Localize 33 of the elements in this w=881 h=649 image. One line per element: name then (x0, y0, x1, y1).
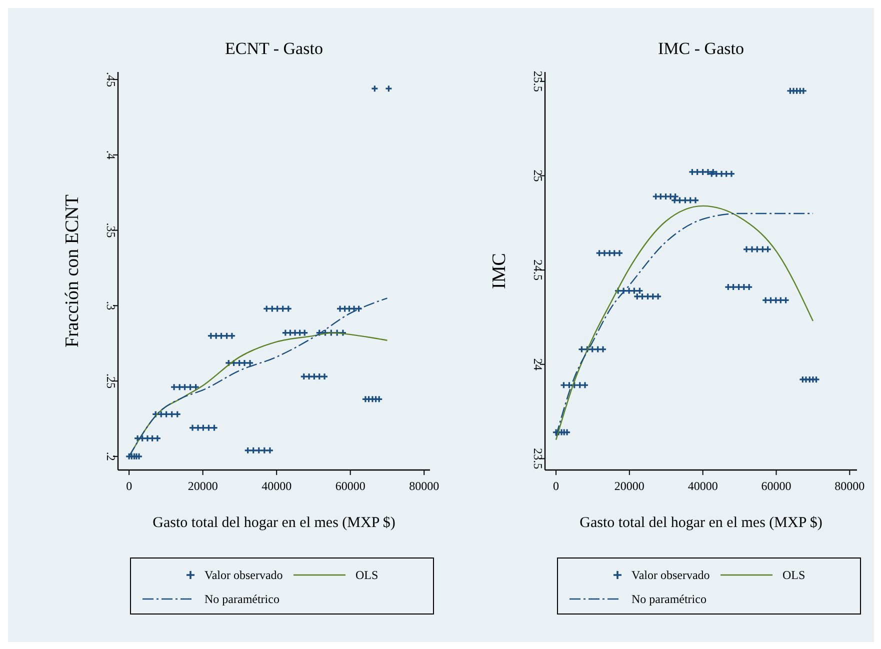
legend-label: OLS (356, 568, 378, 582)
legend-label: No paramétrico (632, 592, 706, 606)
x-tick-label: 20000 (188, 479, 218, 493)
legend-label: Valor observado (632, 568, 710, 582)
y-tick-label: .4 (104, 150, 118, 160)
chart-title: ECNT - Gasto (225, 39, 323, 58)
x-tick-label: 20000 (614, 479, 644, 493)
y-tick-label: 24 (531, 358, 545, 370)
y-tick-label: .35 (104, 222, 118, 238)
x-tick-label: 40000 (262, 479, 292, 493)
y-axis-title: IMC (489, 253, 510, 289)
y-tick-label: .25 (104, 374, 118, 389)
legend-label: No paramétrico (204, 592, 280, 606)
chart-title: IMC - Gasto (658, 39, 744, 58)
y-tick-label: .45 (104, 72, 118, 88)
legend-label: Valor observado (204, 568, 283, 582)
y-axis-title: Fracción con ECNT (62, 194, 83, 348)
y-tick-label: 25.5 (531, 70, 545, 92)
x-tick-label: 80000 (834, 479, 865, 493)
x-axis-title: Gasto total del hogar en el mes (MXP $) (580, 515, 822, 531)
x-tick-label: 60000 (335, 479, 366, 493)
x-tick-label: 40000 (688, 479, 718, 493)
x-tick-label: 80000 (409, 479, 440, 493)
y-tick-label: .3 (104, 301, 118, 310)
x-tick-label: 0 (553, 479, 560, 493)
x-tick-label: 60000 (761, 479, 792, 493)
legend-label: OLS (782, 568, 806, 582)
x-tick-label: 0 (126, 479, 132, 493)
x-axis-title: Gasto total del hogar en el mes (MXP $) (152, 515, 396, 531)
y-tick-label: 23.5 (531, 448, 545, 470)
y-tick-label: .2 (104, 452, 118, 461)
y-tick-label: 24.5 (531, 260, 545, 281)
y-tick-label: 25 (531, 170, 545, 182)
